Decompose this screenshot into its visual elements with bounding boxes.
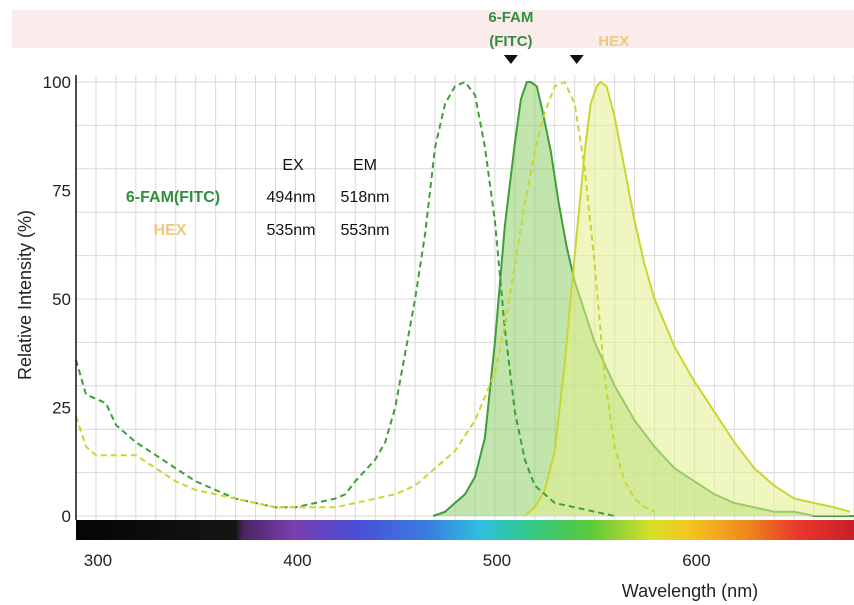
dye-table: EX EM 6-FAM(FITC) 494nm 518nm HEX 535nm … [126, 157, 390, 239]
y-tick-label: 25 [52, 399, 71, 418]
y-tick-label: 75 [52, 182, 71, 201]
top-band [12, 10, 854, 48]
table-header-ex: EX [282, 157, 304, 174]
peak-marker [569, 55, 584, 64]
spectrum-bar [76, 520, 854, 540]
table-header-em: EM [353, 157, 377, 174]
y-axis-title: Relative Intensity (%) [15, 210, 35, 380]
y-tick-labels: 0 25 50 75 100 [43, 73, 71, 526]
x-tick-label: 600 [682, 551, 710, 570]
x-tick-labels: 300 400 500 600 [84, 551, 711, 570]
y-tick-label: 50 [52, 290, 71, 309]
peak-marker [503, 55, 518, 64]
excitation-line [75, 80, 655, 513]
table-row-ex: 535nm [267, 222, 316, 239]
x-tick-label: 300 [84, 551, 112, 570]
peak-label-text: HEX [598, 33, 629, 50]
x-axis-title: Wavelength (nm) [622, 581, 758, 601]
emission-line [524, 80, 851, 517]
x-tick-label: 500 [483, 551, 511, 570]
table-row-name: HEX [154, 222, 187, 239]
excitation-curves [75, 80, 655, 517]
emission-area [524, 82, 850, 516]
y-tick-label: 100 [43, 73, 71, 92]
table-row-ex: 494nm [267, 189, 316, 206]
excitation-line [75, 80, 615, 517]
peak-label-text: 6-FAM [488, 9, 533, 26]
table-row-em: 518nm [341, 189, 390, 206]
emission-areas [432, 80, 854, 517]
x-tick-label: 400 [283, 551, 311, 570]
peak-label-text: (FITC) [489, 33, 532, 50]
peak-labels: 6-FAM (FITC) HEX [488, 9, 629, 64]
emission-area [433, 82, 854, 516]
table-row-em: 553nm [341, 222, 390, 239]
table-row-name: 6-FAM(FITC) [126, 189, 220, 206]
y-tick-label: 0 [62, 507, 71, 526]
